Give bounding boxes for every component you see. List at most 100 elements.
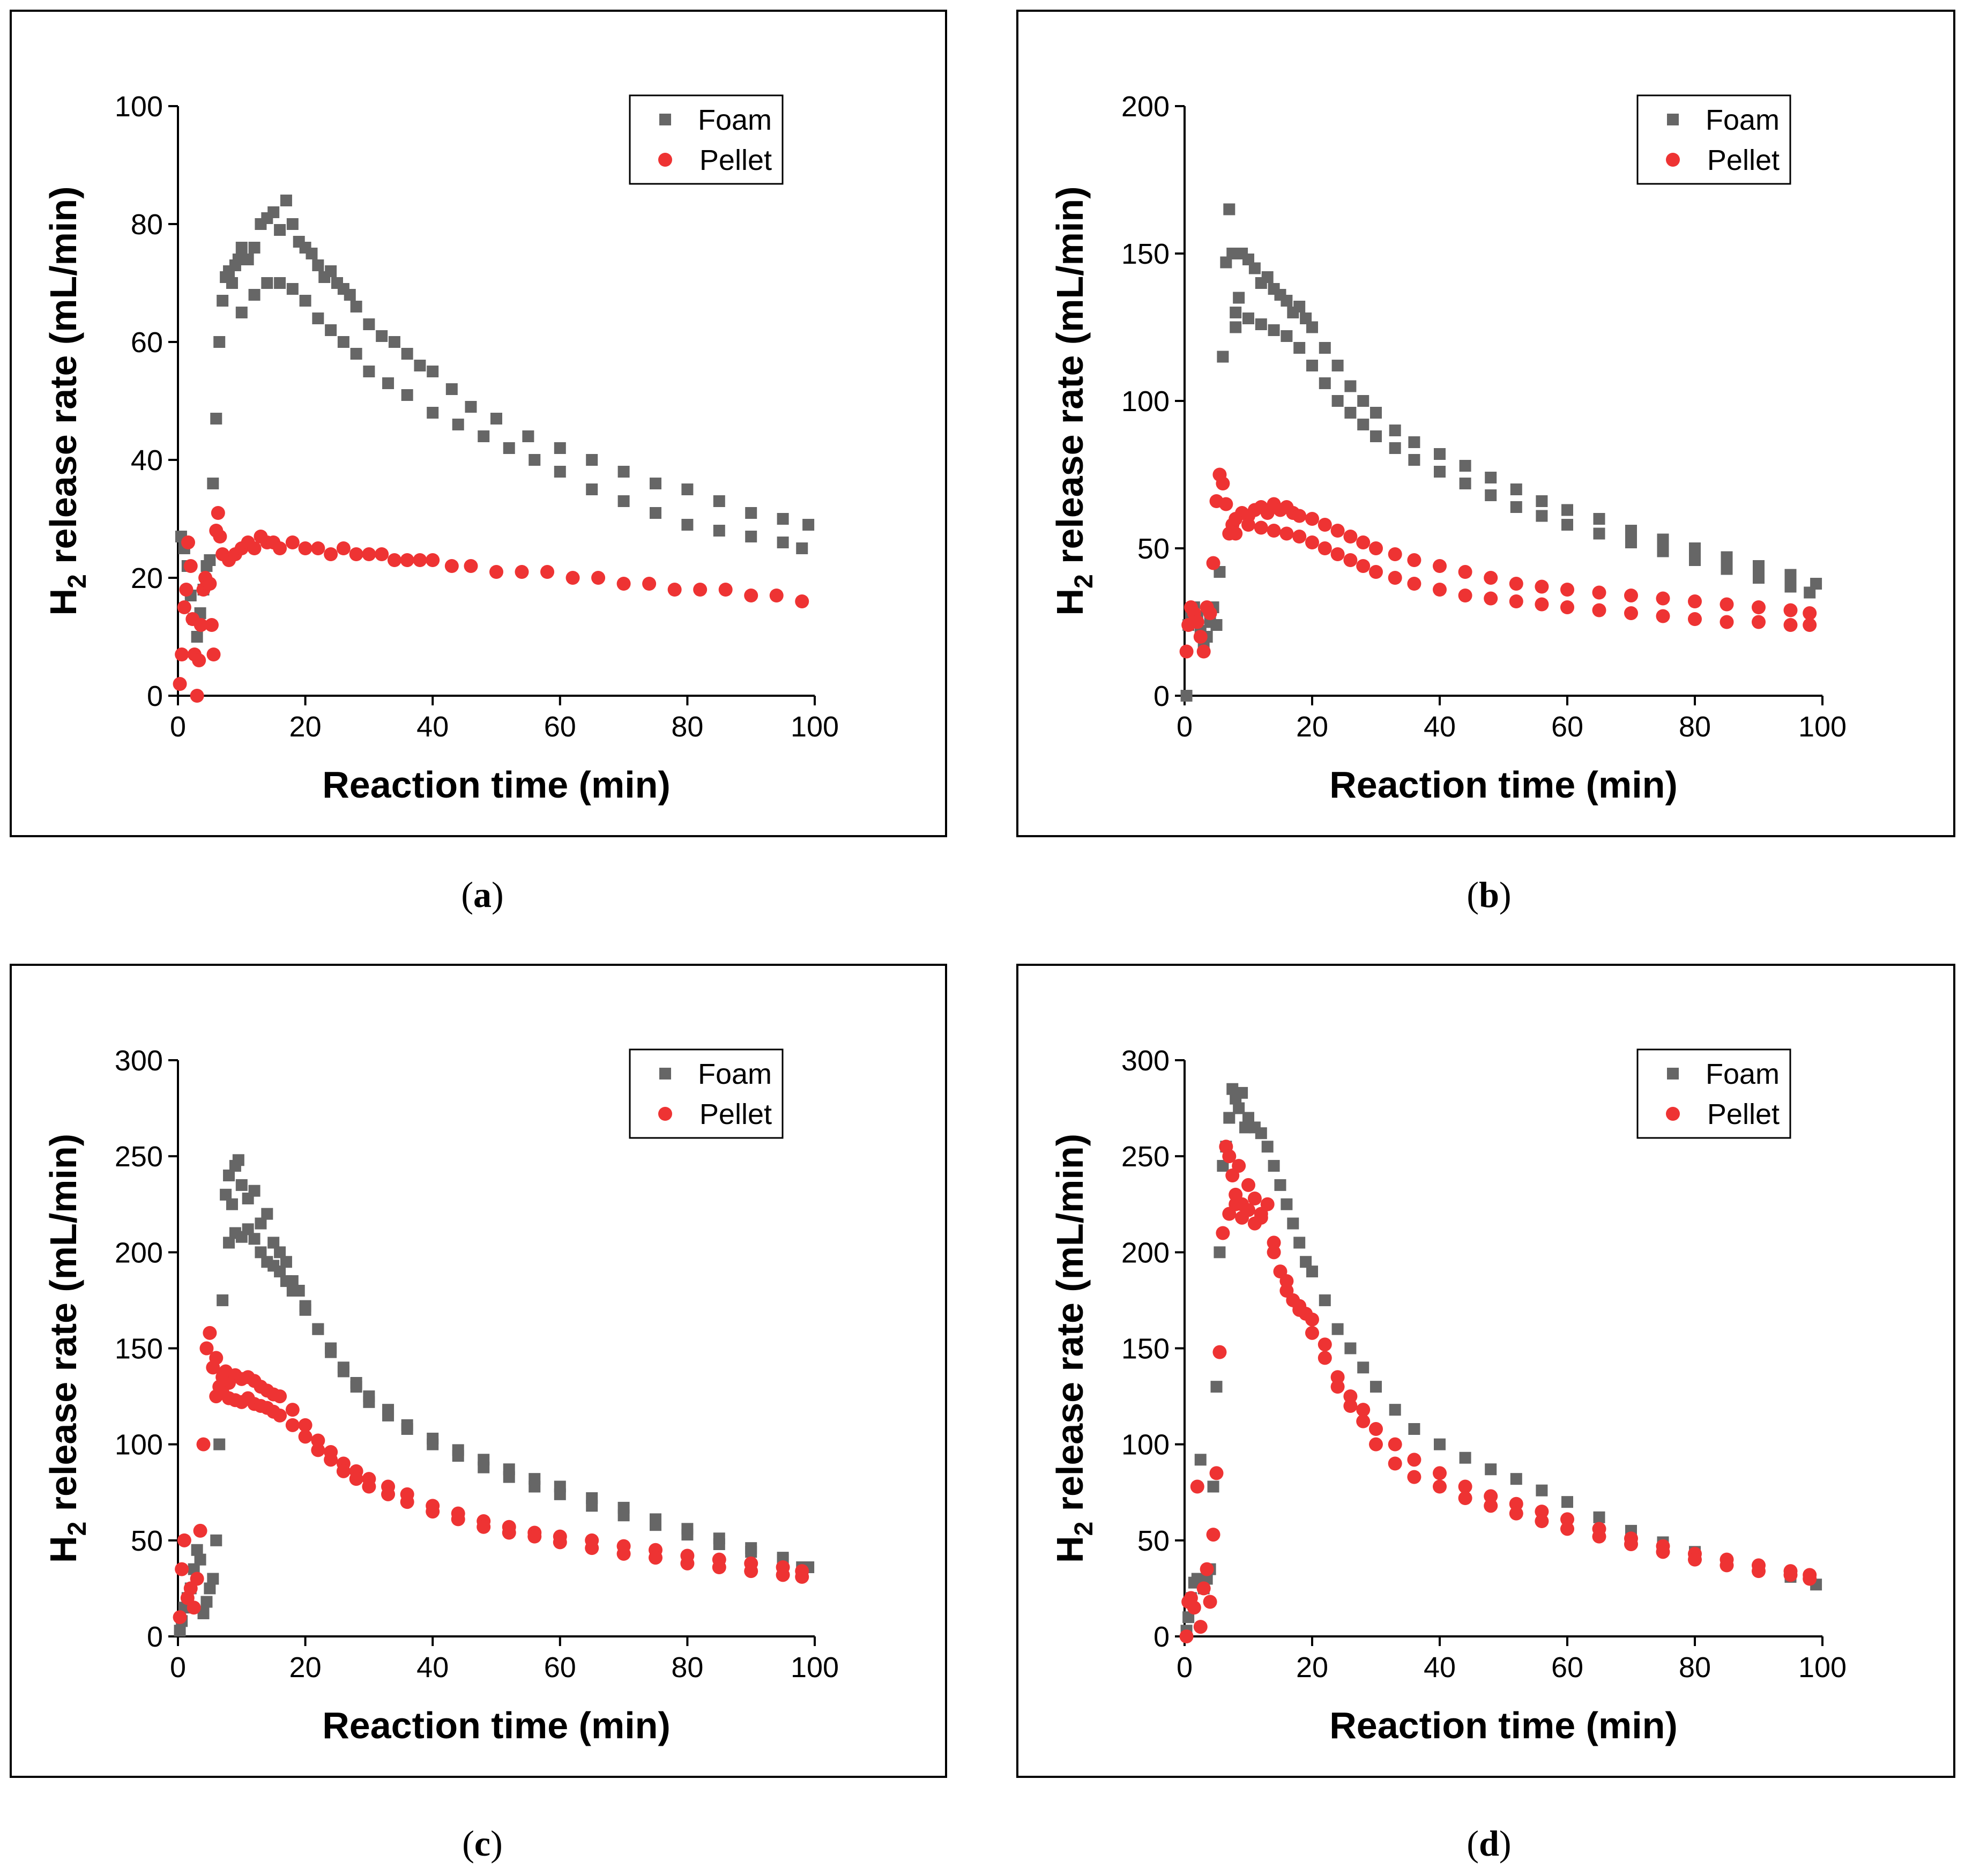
data-point-pellet: [173, 677, 187, 691]
data-point-pellet-lower: [1343, 553, 1358, 567]
data-point-foam-lower: [1268, 324, 1280, 336]
x-tick-label: 0: [1177, 711, 1193, 743]
panel-frame: [10, 964, 947, 1778]
data-point-foam-lower: [777, 537, 789, 548]
x-tick-label: 100: [1798, 711, 1847, 743]
data-point-pellet: [1206, 556, 1220, 570]
data-point-pellet: [1535, 579, 1549, 594]
legend-box: [1636, 1048, 1791, 1139]
data-point-foam-lower: [1593, 527, 1605, 540]
y-axis-label: H2 release rate (mL/min): [42, 1134, 92, 1563]
series-foam-lower: [1230, 312, 1816, 599]
data-point-foam-lower: [554, 1488, 566, 1500]
data-point-foam-lower: [242, 1223, 254, 1235]
data-point-pellet: [1209, 1466, 1224, 1480]
x-tick-label: 100: [791, 711, 839, 743]
data-point-pellet-lower: [1369, 1437, 1383, 1451]
data-point-foam-lower: [1389, 442, 1401, 454]
data-point-pellet: [718, 583, 733, 597]
series-pellet-lower: [1229, 518, 1817, 632]
data-point-pellet: [1688, 594, 1702, 608]
data-point-pellet-lower: [426, 1505, 440, 1519]
data-point-foam: [1319, 1294, 1331, 1306]
y-axis-label: H2 release rate (mL/min): [1049, 1134, 1098, 1563]
data-point-foam-lower: [1408, 454, 1420, 466]
data-point-pellet: [1343, 530, 1358, 544]
data-point-foam: [1753, 560, 1765, 572]
data-point-pellet: [1484, 571, 1498, 585]
data-point-pellet: [591, 571, 606, 585]
data-point-foam: [1210, 1381, 1223, 1393]
data-point-foam-lower: [1319, 377, 1331, 389]
data-point-foam-lower: [586, 483, 598, 495]
x-tick-label: 40: [1424, 1651, 1456, 1684]
data-point-pellet-lower: [1783, 618, 1798, 632]
data-point-pellet-lower: [298, 1430, 312, 1444]
legend-marker-foam: [659, 1068, 671, 1080]
series-pellet-lower: [209, 1385, 809, 1584]
data-point-pellet-lower: [1624, 1537, 1638, 1551]
data-point-pellet-lower: [1433, 583, 1447, 597]
data-point-foam-lower: [382, 377, 395, 389]
data-point-foam-lower: [427, 1438, 439, 1450]
series-foam-lower: [235, 277, 808, 554]
data-point-foam: [1408, 436, 1420, 448]
data-point-foam: [1370, 1381, 1382, 1393]
data-point-foam: [1239, 1121, 1252, 1134]
data-point-pellet-lower: [336, 1464, 351, 1478]
data-point-pellet: [362, 547, 376, 561]
data-point-foam: [745, 507, 757, 519]
data-point-pellet: [1292, 509, 1307, 523]
data-point-foam: [401, 348, 413, 360]
x-tick-label: 40: [416, 1651, 449, 1684]
data-point-pellet: [177, 1533, 191, 1547]
data-point-foam: [344, 289, 356, 301]
data-point-pellet: [1305, 1312, 1319, 1327]
data-point-foam: [210, 1534, 222, 1546]
data-point-foam-lower: [337, 1365, 349, 1378]
data-point-foam: [1561, 1496, 1573, 1508]
data-point-pellet-lower: [1241, 1203, 1255, 1217]
data-point-foam: [650, 478, 661, 489]
panel-b: 0 20 40 60 80 100 0 50 100 150 200 Reaction time (m…: [1016, 10, 1955, 837]
y-tick-label: 60: [131, 326, 163, 359]
panel-frame: [1016, 10, 1955, 837]
data-point-pellet: [1407, 553, 1421, 567]
data-point-pellet: [1330, 524, 1345, 538]
data-point-foam: [586, 454, 598, 466]
x-tick-label: 60: [544, 711, 576, 743]
data-point-foam: [207, 478, 219, 489]
data-point-foam-lower: [713, 525, 725, 537]
data-point-foam-lower: [274, 277, 286, 289]
data-point-pellet-lower: [1330, 547, 1345, 561]
data-point-foam: [235, 242, 248, 254]
data-point-foam: [191, 631, 203, 643]
data-point-pellet-lower: [1318, 1351, 1332, 1365]
data-point-foam: [197, 1607, 210, 1619]
data-point-foam: [1223, 1112, 1235, 1124]
data-point-pellet-lower: [451, 1512, 465, 1527]
data-point-foam: [1331, 360, 1344, 371]
data-point-pellet: [1206, 1528, 1220, 1542]
data-point-pellet: [1247, 1192, 1262, 1205]
data-point-foam: [1281, 1198, 1293, 1210]
data-point-pellet: [1484, 1489, 1498, 1503]
legend-label-pellet: Pellet: [1707, 1098, 1780, 1130]
data-point-foam-lower: [1721, 563, 1733, 575]
data-point-foam: [325, 265, 337, 277]
legend-marker-pellet: [1666, 1107, 1680, 1121]
data-point-pellet: [693, 583, 708, 597]
data-point-foam: [1248, 262, 1261, 274]
data-point-pellet: [1219, 497, 1233, 511]
data-point-foam: [1194, 1454, 1207, 1466]
data-point-pellet: [183, 559, 198, 573]
data-point-foam-lower: [713, 1538, 725, 1550]
data-point-pellet: [1212, 1345, 1227, 1359]
data-point-pellet-lower: [1388, 571, 1402, 585]
data-point-pellet: [175, 1562, 189, 1576]
data-point-pellet-lower: [1509, 594, 1523, 608]
data-point-pellet: [285, 1403, 300, 1417]
data-point-foam: [1217, 1160, 1229, 1172]
data-point-foam: [1233, 1102, 1245, 1114]
data-point-pellet: [177, 600, 191, 614]
